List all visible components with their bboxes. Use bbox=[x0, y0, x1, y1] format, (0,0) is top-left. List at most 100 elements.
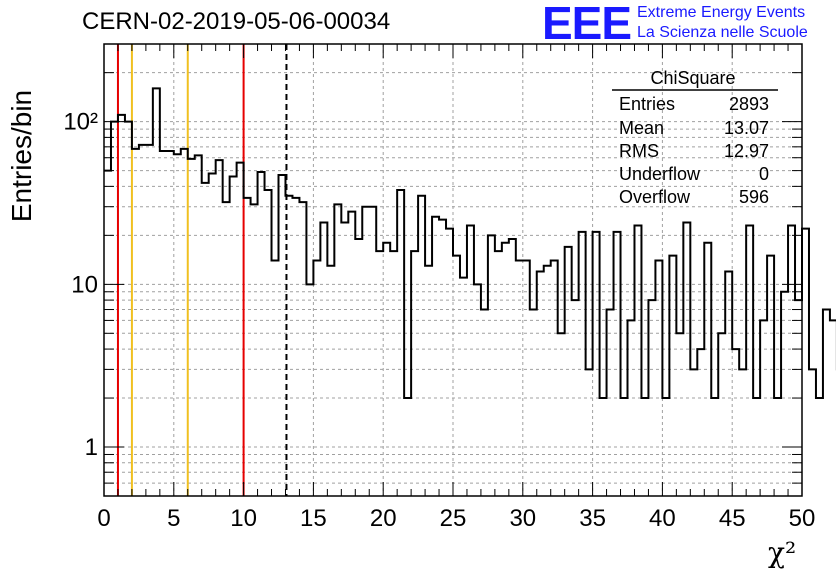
histogram-bin bbox=[474, 284, 481, 496]
histogram-bin bbox=[502, 243, 509, 496]
histogram-bin bbox=[586, 369, 593, 496]
histogram-bin bbox=[188, 159, 195, 496]
histogram-bin bbox=[802, 229, 809, 496]
x-tick-label: 30 bbox=[509, 505, 536, 532]
histogram-bin bbox=[481, 310, 488, 496]
stats-value-mean: 13.07 bbox=[724, 118, 769, 138]
histogram-bin bbox=[809, 369, 816, 496]
histogram-bin bbox=[579, 232, 586, 496]
histogram-bin bbox=[237, 163, 244, 496]
histogram-bin bbox=[558, 333, 565, 496]
x-tick-label: 5 bbox=[167, 505, 180, 532]
histogram-bin bbox=[181, 149, 188, 496]
histogram-bin bbox=[167, 151, 174, 496]
histogram-bin bbox=[753, 398, 760, 496]
histogram-bin bbox=[739, 369, 746, 496]
stats-label-rms: RMS bbox=[619, 141, 659, 161]
histogram-bin bbox=[725, 271, 732, 496]
histogram-bin bbox=[537, 271, 544, 496]
histogram-bin bbox=[202, 183, 209, 496]
histogram-bin bbox=[669, 256, 676, 496]
histogram-bin bbox=[683, 222, 690, 496]
logo-tagline-1: Extreme Energy Events bbox=[637, 4, 806, 21]
histogram-bin bbox=[690, 369, 697, 496]
histogram-bin bbox=[125, 122, 132, 496]
x-tick-label: 20 bbox=[370, 505, 397, 532]
histogram-bin bbox=[648, 300, 655, 496]
histogram-bin bbox=[453, 256, 460, 496]
histogram-bin bbox=[746, 225, 753, 496]
histogram-bin bbox=[404, 398, 411, 496]
histogram-bin bbox=[209, 173, 216, 496]
histogram-bin bbox=[390, 251, 397, 496]
histogram-bin bbox=[572, 300, 579, 496]
stats-label-entries: Entries bbox=[619, 94, 675, 114]
x-tick-label: 50 bbox=[789, 505, 816, 532]
histogram-bin bbox=[397, 190, 404, 496]
histogram-bin bbox=[460, 278, 467, 496]
histogram-bin bbox=[383, 243, 390, 496]
histogram-bin bbox=[467, 225, 474, 496]
histogram-bin bbox=[327, 266, 334, 496]
stats-value-entries: 2893 bbox=[729, 94, 769, 114]
histogram-bin bbox=[341, 222, 348, 496]
y-tick-label: 1 bbox=[85, 434, 98, 461]
x-tick-label: 10 bbox=[230, 505, 257, 532]
histogram-bin bbox=[439, 220, 446, 496]
histogram-bin bbox=[432, 217, 439, 496]
x-tick-label: 40 bbox=[649, 505, 676, 532]
histogram-bin bbox=[118, 115, 125, 496]
histogram-bin bbox=[355, 239, 362, 496]
x-tick-label: 15 bbox=[300, 505, 327, 532]
histogram-bin bbox=[565, 247, 572, 496]
histogram-bin bbox=[530, 310, 537, 496]
histogram-title: CERN-02-2019-05-06-00034 bbox=[82, 8, 391, 35]
histogram-bin bbox=[195, 155, 202, 496]
histogram-bin bbox=[265, 190, 272, 496]
histogram-bin bbox=[551, 261, 558, 496]
y-tick-label: 10 bbox=[71, 271, 98, 298]
histogram-bin bbox=[376, 251, 383, 496]
histogram-bin bbox=[788, 225, 795, 496]
stats-label-underflow: Underflow bbox=[619, 164, 701, 184]
histogram-bin bbox=[279, 175, 286, 496]
histogram-bin bbox=[593, 232, 600, 496]
histogram-bin bbox=[425, 266, 432, 496]
histogram-bin bbox=[153, 88, 160, 496]
histogram-bin bbox=[111, 122, 118, 496]
histogram-bin bbox=[830, 320, 836, 496]
histogram-bin bbox=[495, 251, 502, 496]
histogram-bin bbox=[607, 310, 614, 496]
x-tick-label: 0 bbox=[97, 505, 110, 532]
x-tick-label: 45 bbox=[719, 505, 746, 532]
histogram-bin bbox=[306, 284, 313, 496]
histogram-bin bbox=[174, 154, 181, 496]
histogram-bin bbox=[411, 251, 418, 496]
histogram-bin bbox=[641, 398, 648, 496]
x-axis-label: χ² bbox=[768, 536, 797, 569]
histogram-bin bbox=[160, 151, 167, 496]
stats-box: ChiSquare Entries 2893 Mean 13.07 RMS 12… bbox=[612, 68, 778, 207]
histogram-bin bbox=[697, 349, 704, 496]
histogram-bin bbox=[774, 398, 781, 496]
histogram-bin bbox=[139, 145, 146, 496]
histogram-bin bbox=[223, 202, 230, 496]
histogram-bin bbox=[348, 212, 355, 496]
histogram-bin bbox=[662, 398, 669, 496]
histogram-bin bbox=[488, 235, 495, 496]
histogram-bin bbox=[516, 261, 523, 496]
histogram-bin bbox=[216, 160, 223, 496]
histogram-bin bbox=[634, 225, 641, 496]
histogram-bin bbox=[760, 320, 767, 496]
y-tick-label: 10² bbox=[63, 109, 98, 136]
histogram-bin bbox=[676, 333, 683, 496]
stats-value-rms: 12.97 bbox=[724, 141, 769, 161]
histogram-bin bbox=[230, 176, 237, 496]
histogram-bin bbox=[272, 261, 279, 496]
x-tick-label: 35 bbox=[579, 505, 606, 532]
histogram-bin bbox=[251, 204, 258, 496]
stats-value-underflow: 0 bbox=[759, 164, 769, 184]
histogram-bin bbox=[313, 261, 320, 496]
histogram-bin bbox=[292, 198, 299, 496]
histogram-bin bbox=[509, 239, 516, 496]
